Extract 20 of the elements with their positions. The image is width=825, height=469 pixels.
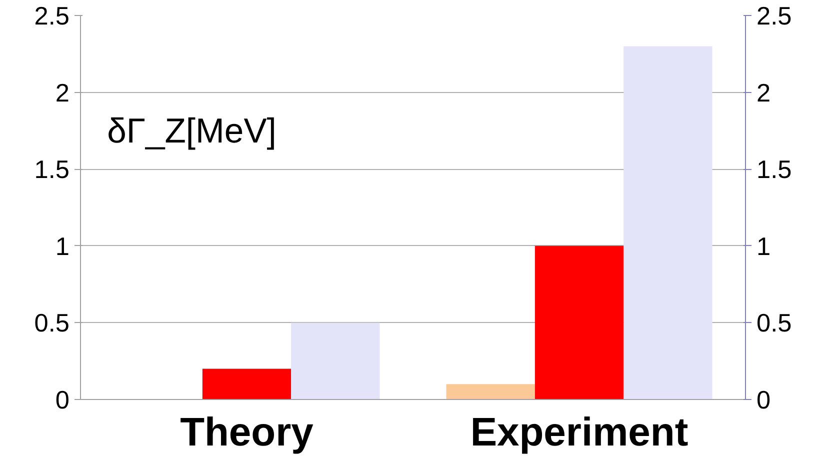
bar xyxy=(202,368,292,400)
y2-tick-label: 1.5 xyxy=(756,156,792,184)
y-tick-label: 1 xyxy=(55,232,70,261)
y-tick-label: 0 xyxy=(55,386,70,414)
y-tick-label: 0.5 xyxy=(34,310,70,338)
bar xyxy=(291,322,380,400)
y-tick-label: 2.5 xyxy=(34,2,70,30)
annotation: δΓ_Z[MeV] xyxy=(107,112,276,151)
x-tick-label: Theory xyxy=(180,410,314,454)
y2-tick-label: 0.5 xyxy=(756,310,792,338)
bar xyxy=(446,384,535,400)
y-tick-label: 1.5 xyxy=(34,156,70,184)
y2-tick-label: 1 xyxy=(756,232,771,261)
bar xyxy=(534,246,624,400)
y-tick-label: 2 xyxy=(55,79,70,108)
y2-tick-label: 2 xyxy=(756,79,771,108)
y2-tick-label: 0 xyxy=(756,386,771,414)
bar xyxy=(624,46,712,400)
y2-tick-label: 2.5 xyxy=(756,2,792,30)
x-tick-label: Experiment xyxy=(470,410,688,454)
